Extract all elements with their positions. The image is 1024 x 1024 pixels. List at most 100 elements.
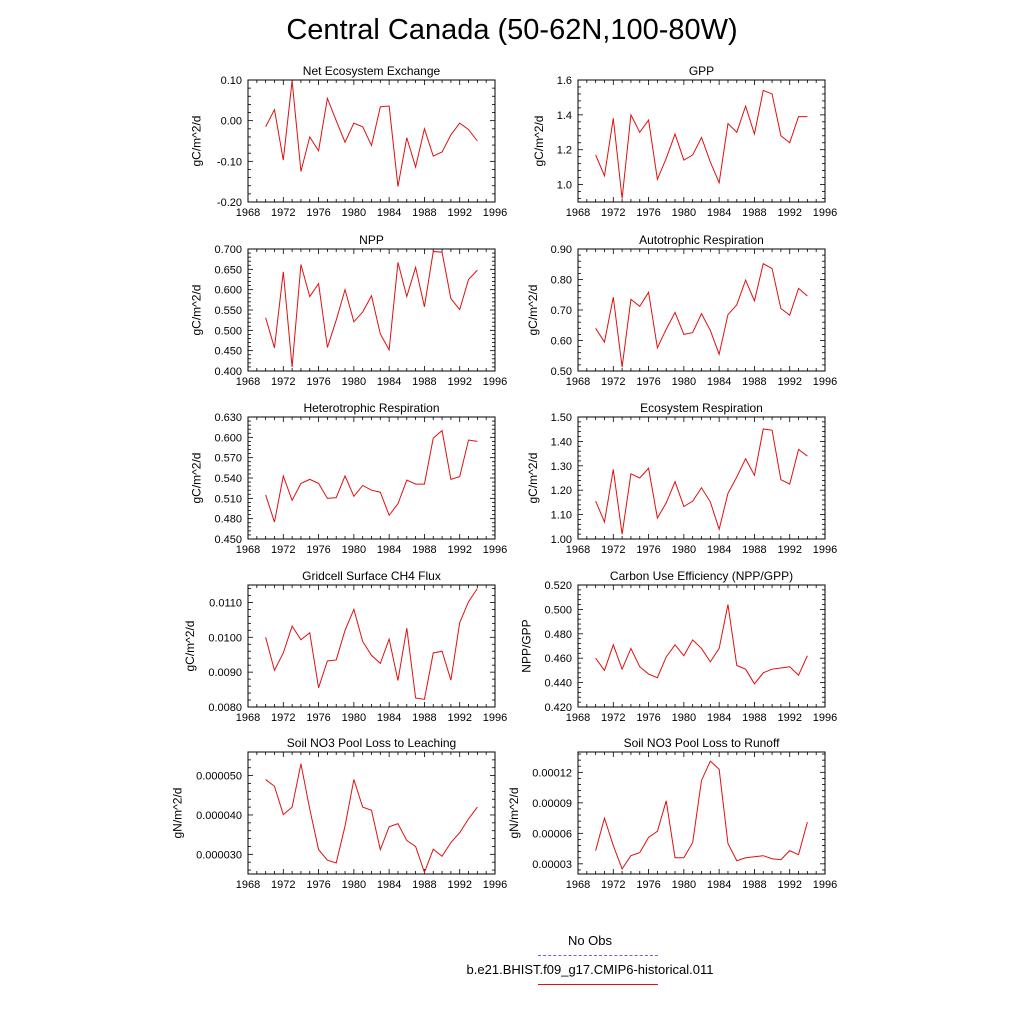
x-tick-label: 1984 [707, 376, 731, 388]
series-line [265, 80, 478, 187]
x-tick-label: 1984 [377, 712, 401, 724]
x-tick-label: 1976 [306, 207, 330, 219]
y-tick-label: 1.2 [557, 145, 572, 157]
y-tick-label: 1.0 [557, 180, 572, 192]
x-tick-label: 1968 [566, 879, 590, 891]
series-line [265, 588, 478, 700]
y-tick-label: 0.0100 [208, 632, 242, 644]
x-tick-label: 1980 [342, 207, 366, 219]
series-line [595, 428, 808, 535]
x-tick-label: 1968 [566, 712, 590, 724]
y-tick-label: 1.50 [551, 412, 572, 424]
x-tick-label: 1968 [236, 376, 260, 388]
x-tick-label: 1976 [636, 712, 660, 724]
series-line [265, 250, 478, 367]
plot-frame [247, 248, 496, 372]
plot-frame [577, 416, 826, 540]
x-tick-label: 1996 [483, 879, 507, 891]
x-tick-label: 1980 [672, 712, 696, 724]
x-tick-label: 1992 [447, 376, 471, 388]
x-tick-label: 1996 [813, 544, 837, 556]
panel-title: Autotrophic Respiration [639, 233, 764, 247]
legend-obs-line [538, 955, 658, 956]
x-tick-label: 1992 [777, 712, 801, 724]
y-tick-label: 0.450 [214, 534, 242, 546]
x-tick-label: 1972 [601, 207, 625, 219]
panel-title: Soil NO3 Pool Loss to Leaching [287, 736, 456, 750]
x-tick-label: 1984 [377, 376, 401, 388]
x-tick-label: 1992 [447, 544, 471, 556]
series-line [265, 763, 478, 874]
y-tick-label: 0.000030 [196, 849, 242, 861]
x-tick-label: 1996 [813, 879, 837, 891]
x-tick-label: 1976 [636, 207, 660, 219]
x-tick-label: 1980 [672, 879, 696, 891]
x-tick-label: 1988 [742, 712, 766, 724]
series-line [595, 262, 808, 368]
y-tick-label: 0.10 [221, 75, 242, 87]
x-tick-label: 1992 [777, 879, 801, 891]
x-tick-label: 1992 [777, 544, 801, 556]
x-tick-label: 1984 [377, 544, 401, 556]
x-tick-label: 1996 [483, 712, 507, 724]
x-tick-label: 1984 [707, 712, 731, 724]
chart-panel: 1968 1972 1976 1980 1984 1988 1992 1996 0.0080 0.… [183, 569, 507, 724]
y-tick-label: 0.0080 [208, 702, 242, 714]
y-tick-label: -0.10 [217, 156, 242, 168]
x-tick-label: 1992 [447, 207, 471, 219]
y-tick-label: 1.40 [551, 436, 572, 448]
x-tick-label: 1976 [636, 544, 660, 556]
panel-title: GPP [689, 64, 714, 78]
y-tick-label: 0.500 [544, 604, 572, 616]
y-tick-label: 0.000050 [196, 771, 242, 783]
x-tick-label: 1972 [271, 879, 295, 891]
plot-frame [247, 416, 496, 540]
y-tick-label: 0.00009 [532, 798, 572, 810]
x-tick-label: 1984 [377, 207, 401, 219]
y-tick-label: 0.60 [551, 336, 572, 348]
series-line [595, 604, 808, 685]
y-tick-label: 0.600 [214, 432, 242, 444]
panel-title: Ecosystem Respiration [640, 401, 763, 415]
chart-panel: 1968 1972 1976 1980 1984 1988 1992 1996 -0.20 -0.… [190, 64, 508, 219]
panel-title: NPP [359, 233, 384, 247]
y-tick-label: 0.650 [214, 264, 242, 276]
x-tick-label: 1972 [601, 376, 625, 388]
y-tick-label: 0.630 [214, 412, 242, 424]
y-tick-label: 0.480 [544, 629, 572, 641]
x-tick-label: 1996 [813, 712, 837, 724]
y-axis-label: NPP/GPP [520, 619, 534, 672]
y-tick-label: 0.00006 [532, 828, 572, 840]
x-tick-label: 1968 [566, 544, 590, 556]
x-tick-label: 1968 [236, 712, 260, 724]
x-tick-label: 1968 [566, 376, 590, 388]
x-tick-label: 1976 [306, 712, 330, 724]
x-tick-label: 1996 [813, 376, 837, 388]
series-line [595, 89, 808, 199]
x-tick-label: 1968 [236, 879, 260, 891]
y-axis-label: gC/m^2/d [532, 116, 546, 167]
x-tick-label: 1972 [601, 712, 625, 724]
panel-title: Net Ecosystem Exchange [303, 64, 441, 78]
legend-model-line [538, 984, 658, 985]
x-tick-label: 1988 [412, 712, 436, 724]
x-tick-label: 1968 [236, 207, 260, 219]
x-tick-label: 1988 [412, 544, 436, 556]
y-axis-label: gN/m^2/d [507, 788, 521, 839]
x-tick-label: 1988 [412, 207, 436, 219]
x-tick-label: 1996 [483, 544, 507, 556]
x-tick-label: 1972 [271, 712, 295, 724]
y-tick-label: 0.420 [544, 702, 572, 714]
y-axis-label: gC/m^2/d [526, 285, 540, 336]
y-tick-label: 0.570 [214, 453, 242, 465]
x-tick-label: 1988 [742, 207, 766, 219]
y-tick-label: 0.000040 [196, 810, 242, 822]
x-tick-label: 1988 [742, 879, 766, 891]
x-tick-label: 1980 [672, 544, 696, 556]
plot-frame [577, 584, 826, 708]
y-tick-label: 0.00003 [532, 859, 572, 871]
chart-panel: 1968 1972 1976 1980 1984 1988 1992 1996 0.400 0.4… [190, 233, 508, 388]
x-tick-label: 1980 [342, 376, 366, 388]
x-tick-label: 1984 [707, 879, 731, 891]
